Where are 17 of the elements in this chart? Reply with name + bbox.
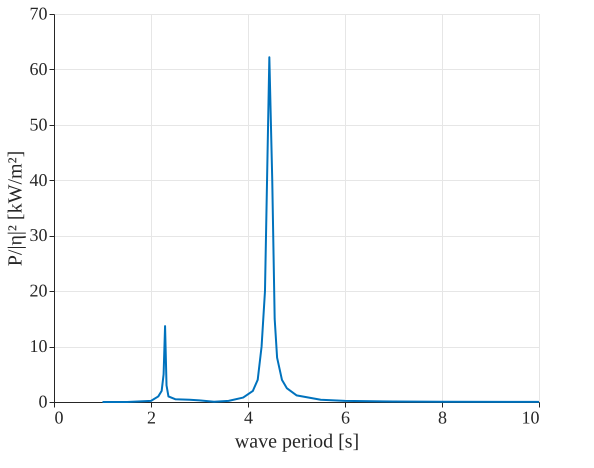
x-tick-label: 4 xyxy=(244,408,253,428)
x-axis-title: wave period [s] xyxy=(234,430,360,452)
y-tick-label: 30 xyxy=(30,225,48,246)
y-tick-label: 70 xyxy=(30,4,48,24)
y-axis-title: P/|η|² [kW/m²] xyxy=(4,150,26,266)
y-tick-label: 50 xyxy=(30,114,48,134)
y-tick-label: 60 xyxy=(30,58,48,79)
x-tick-label: 0 xyxy=(54,408,64,428)
y-tick-label: 0 xyxy=(38,392,48,412)
line-series xyxy=(102,56,540,403)
x-tick-label: 2 xyxy=(147,408,156,428)
x-tick-label: 10 xyxy=(522,408,540,428)
x-tick-label: 8 xyxy=(438,408,447,428)
x-tick-label: 6 xyxy=(341,408,350,428)
y-tick-label: 20 xyxy=(30,280,48,301)
y-tick-label: 10 xyxy=(30,336,48,356)
y-tick-label: 40 xyxy=(30,170,48,190)
